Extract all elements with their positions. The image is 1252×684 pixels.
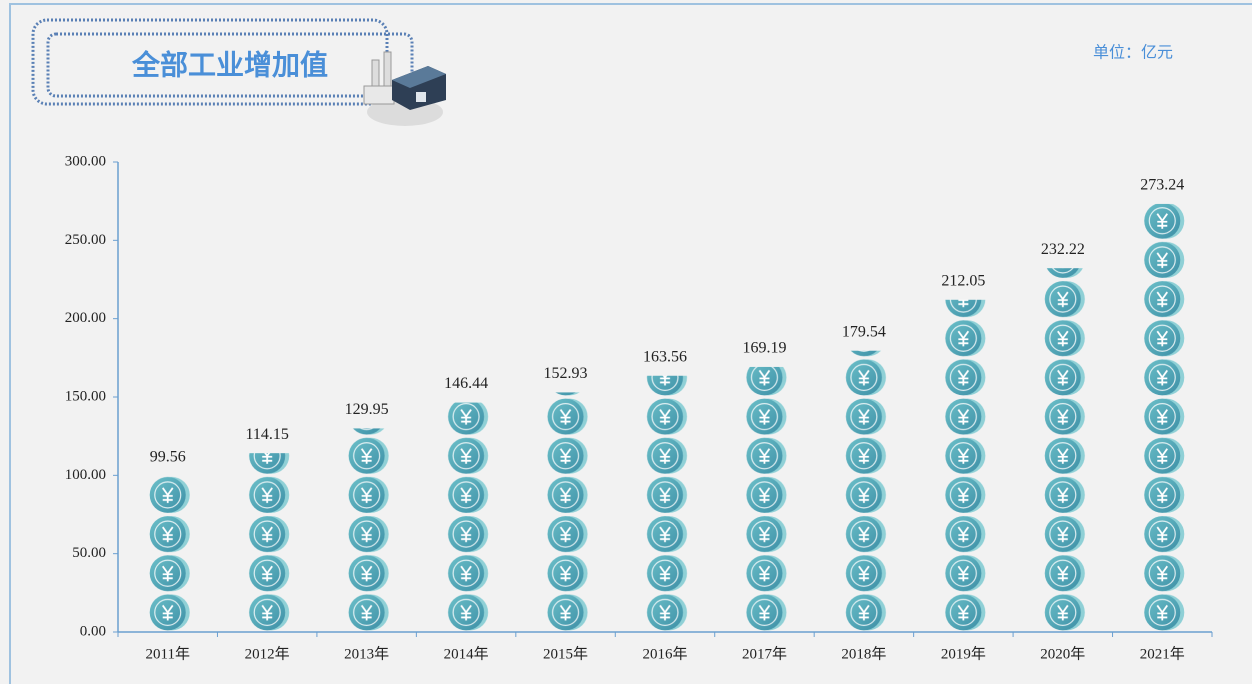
- bar: [217, 453, 317, 632]
- x-tick-label: 2021年: [1140, 645, 1185, 662]
- y-tick-label: 300.00: [65, 153, 106, 169]
- bar: [1112, 203, 1212, 632]
- y-tick-label: 50.00: [72, 545, 106, 561]
- chart-title: 全部工业增加值: [131, 48, 328, 81]
- x-tick-label: 2016年: [642, 645, 687, 662]
- y-tick-label: 250.00: [65, 232, 106, 248]
- y-tick-label: 200.00: [65, 310, 106, 326]
- x-tick-label: 2020年: [1040, 645, 1085, 662]
- frame: [9, 3, 1252, 684]
- bar: [416, 402, 516, 632]
- title-frame-inner: [46, 32, 414, 98]
- x-tick-label: 2013年: [344, 645, 389, 662]
- value-label: 129.95: [345, 401, 389, 418]
- x-tick-label: 2012年: [245, 645, 290, 662]
- value-label: 232.22: [1041, 241, 1085, 258]
- y-tick-label: 0.00: [80, 623, 106, 639]
- bar: [118, 476, 218, 632]
- bar: [515, 392, 616, 632]
- value-label: 99.56: [150, 449, 186, 466]
- value-label: 152.93: [544, 365, 588, 382]
- bar: [714, 366, 815, 632]
- value-label: 273.24: [1140, 177, 1184, 194]
- y-tick-label: 100.00: [65, 467, 106, 483]
- value-label: 114.15: [245, 426, 288, 443]
- bar: [615, 375, 715, 632]
- x-tick-label: 2011年: [146, 645, 190, 662]
- title-frame-outer: [31, 18, 389, 106]
- bar: [1013, 268, 1113, 632]
- y-tick-label: 150.00: [65, 388, 106, 404]
- bar: [316, 428, 417, 632]
- x-tick-label: 2015年: [543, 645, 588, 662]
- x-tick-label: 2014年: [444, 645, 489, 662]
- bar: [913, 299, 1014, 632]
- value-label: 169.19: [742, 340, 786, 357]
- value-label: 146.44: [444, 375, 488, 392]
- value-label: 212.05: [941, 272, 985, 289]
- value-label: 179.54: [842, 323, 886, 340]
- x-tick-label: 2017年: [742, 645, 787, 662]
- bar: [814, 350, 914, 632]
- factory-icon: [363, 51, 446, 126]
- x-tick-label: 2018年: [841, 645, 886, 662]
- x-tick-label: 2019年: [941, 645, 986, 662]
- unit-label: 单位：亿元: [1093, 43, 1173, 62]
- value-label: 163.56: [643, 348, 687, 365]
